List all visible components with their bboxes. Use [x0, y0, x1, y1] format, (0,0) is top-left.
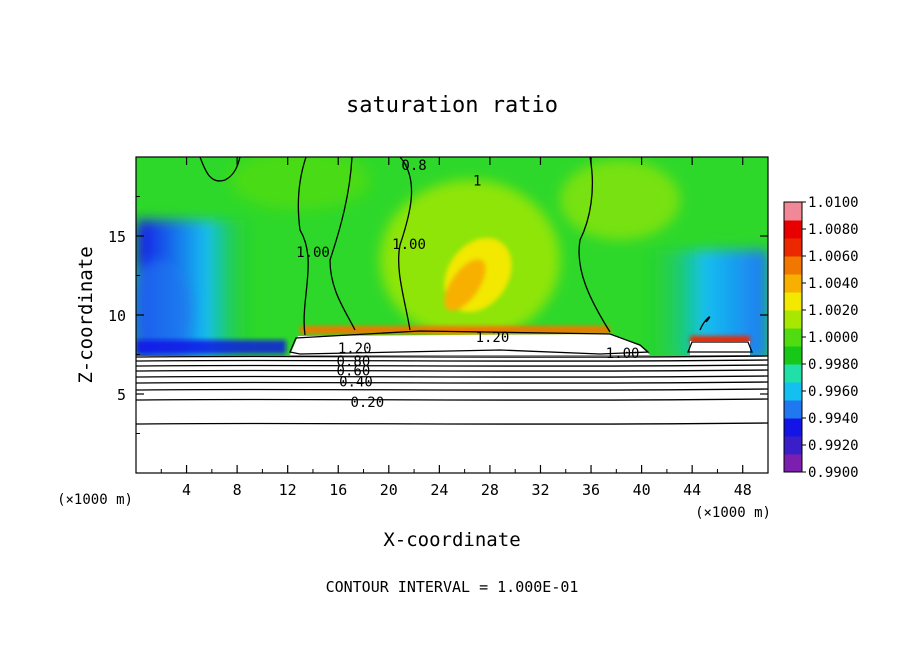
contour-label: 1.20 — [338, 341, 372, 357]
x-tick-label: 8 — [233, 481, 242, 499]
colorbar-swatch — [784, 418, 802, 437]
z-unit-label: (×1000 m) — [57, 492, 133, 508]
colorbar-swatch — [784, 454, 802, 473]
x-unit-label: (×1000 m) — [695, 505, 771, 521]
x-axis-ticks: 4 8 12 16 20 24 28 32 36 40 44 48 — [160, 157, 752, 499]
x-tick-label: 36 — [582, 481, 600, 499]
colorbar-tick-label: 0.9980 — [808, 357, 859, 373]
colorbar-swatch — [784, 274, 802, 293]
y-tick-label: 5 — [117, 386, 126, 404]
y-axis-label: Z-coordinate — [75, 246, 97, 383]
contour-label: 0.40 — [339, 374, 373, 390]
chart-title: saturation ratio — [346, 93, 558, 118]
colorbar-swatch — [784, 202, 802, 221]
colorbar-swatch — [784, 400, 802, 419]
contour-label: 1.00 — [606, 346, 640, 362]
contour-label: 1 — [473, 174, 481, 190]
field-lower — [136, 356, 768, 473]
x-tick-label: 32 — [531, 481, 549, 499]
colorbar-swatch — [784, 364, 802, 383]
x-tick-label: 4 — [182, 481, 191, 499]
colorbar-tick-label: 0.9960 — [808, 384, 859, 400]
x-tick-label: 12 — [279, 481, 297, 499]
colorbar-swatch — [784, 436, 802, 455]
y-tick-label: 15 — [108, 228, 126, 246]
colorbar-tick-label: 1.0100 — [808, 195, 859, 211]
contour-interval-text: CONTOUR INTERVAL = 1.000E-01 — [326, 578, 579, 596]
colorbar-tick-label: 1.0060 — [808, 249, 859, 265]
colorbar-swatch — [784, 292, 802, 311]
x-axis-label: X-coordinate — [383, 529, 520, 551]
colorbar-tick-label: 1.0000 — [808, 330, 859, 346]
colorbar-tick-label: 0.9920 — [808, 438, 859, 454]
colorbar-tick-label: 1.0020 — [808, 303, 859, 319]
x-tick-label: 28 — [481, 481, 499, 499]
colorbar-tick-label: 1.0040 — [808, 276, 859, 292]
colorbar-swatch — [784, 328, 802, 347]
x-tick-label: 24 — [430, 481, 448, 499]
y-axis-ticks: 5 10 15 — [108, 196, 768, 434]
x-tick-label: 44 — [683, 481, 701, 499]
contour-label: 0.20 — [350, 395, 384, 411]
contour-label: 1.20 — [476, 330, 510, 346]
colorbar-tick-label: 1.0080 — [808, 222, 859, 238]
contour-labels: 0.200.400.600.801.201.201.001.00 1.000.81 — [296, 158, 639, 411]
x-tick-label: 20 — [380, 481, 398, 499]
colorbar-swatch — [784, 346, 802, 365]
contour-label: 0.8 — [401, 158, 426, 174]
plot-area: 0.200.400.600.801.201.201.001.00 1.000.81 — [136, 157, 768, 473]
colorbar: 1.0100 1.0080 1.0060 1.0040 1.0020 1.0000 0.99… — [783, 195, 859, 481]
colorbar-tick-label: 0.9900 — [808, 465, 859, 481]
colorbar-swatch — [784, 310, 802, 329]
colorbar-tick-label: 0.9940 — [808, 411, 859, 427]
contour-label: 1.00 — [296, 245, 330, 261]
contour-label: 0.80 — [337, 354, 371, 370]
contour-label: 0.60 — [337, 363, 371, 379]
contour-label: 1.00 — [392, 237, 426, 253]
colorbar-swatch — [784, 256, 802, 275]
x-tick-label: 40 — [633, 481, 651, 499]
x-tick-label: 48 — [734, 481, 752, 499]
cloud-region — [290, 334, 650, 355]
x-tick-label: 16 — [329, 481, 347, 499]
colorbar-swatch — [784, 220, 802, 239]
colorbar-swatch — [784, 382, 802, 401]
contour-lines — [136, 157, 768, 425]
y-tick-label: 10 — [108, 307, 126, 325]
colorbar-swatch — [784, 238, 802, 257]
